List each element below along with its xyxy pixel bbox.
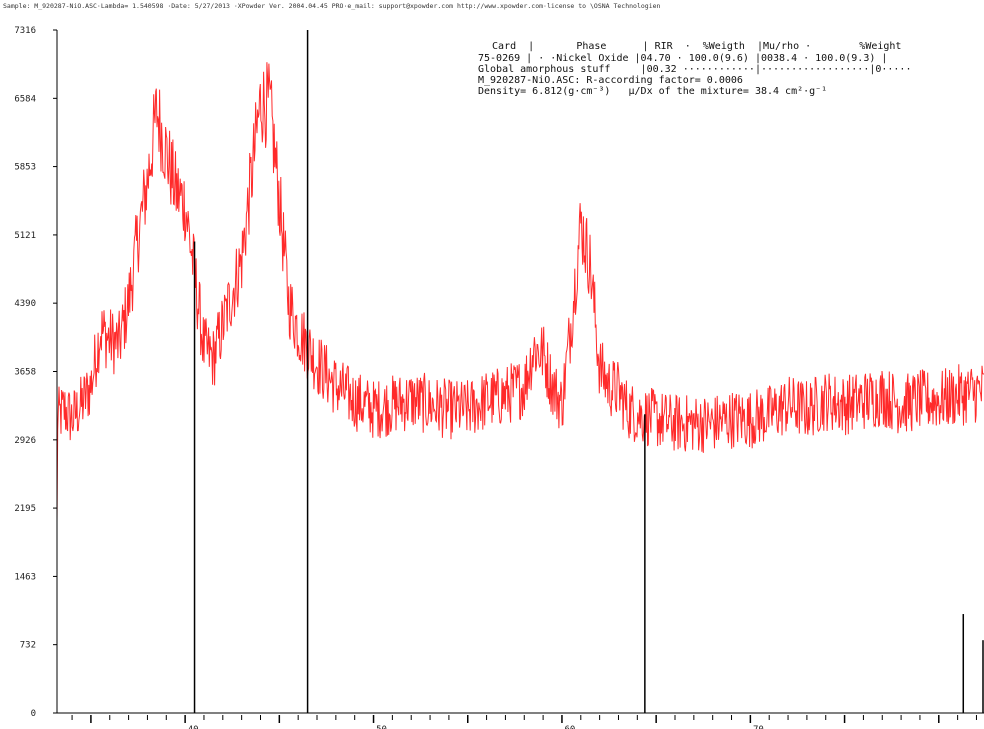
legend-line-density: Density= 6.812(g·cm⁻³) μ/Dx of the mixtu… [478,86,827,97]
header-info: Sample: M_920287-NiO.ASC·Lambda= 1.54059… [3,2,661,10]
legend-line-header: Card | Phase | RIR · %Weigth |Mu/rho · %… [480,41,901,52]
y-tick-label: 2195 [14,504,36,514]
phase-legend: Card | Phase | RIR · %Weigth |Mu/rho · %… [478,41,911,97]
legend-line-nickel-oxide: 75-0269 | · ·Nickel Oxide |04.70 · 100.0… [478,53,887,64]
x-tick-label: 70 [753,725,764,729]
x-tick-label: 40 [188,725,199,729]
legend-line-r-factor: M_920287-NiO.ASC: R-according factor= 0.… [478,75,743,86]
y-tick-label: 7316 [14,26,36,36]
y-ticks: 0 732 1463 2195 2926 3658 4390 5121 5853 6584 7316 [14,26,57,719]
y-tick-label: 6584 [14,94,36,104]
y-tick-label: 0 [31,709,36,719]
legend-line-amorphous: Global amorphous stuff |00.32 ··········… [478,64,911,75]
y-tick-label: 5121 [14,231,36,241]
y-tick-label: 5853 [14,163,36,173]
y-tick-label: 1463 [14,572,36,582]
diffraction-pattern [57,62,984,521]
y-tick-label: 732 [20,641,36,651]
y-tick-label: 3658 [14,368,36,378]
pattern-line [57,62,984,521]
x-tick-label: 60 [565,725,576,729]
x-ticks: 40 50 60 70 [72,715,976,729]
y-tick-label: 2926 [14,436,36,446]
x-tick-label: 50 [376,725,387,729]
y-tick-label: 4390 [14,299,36,309]
